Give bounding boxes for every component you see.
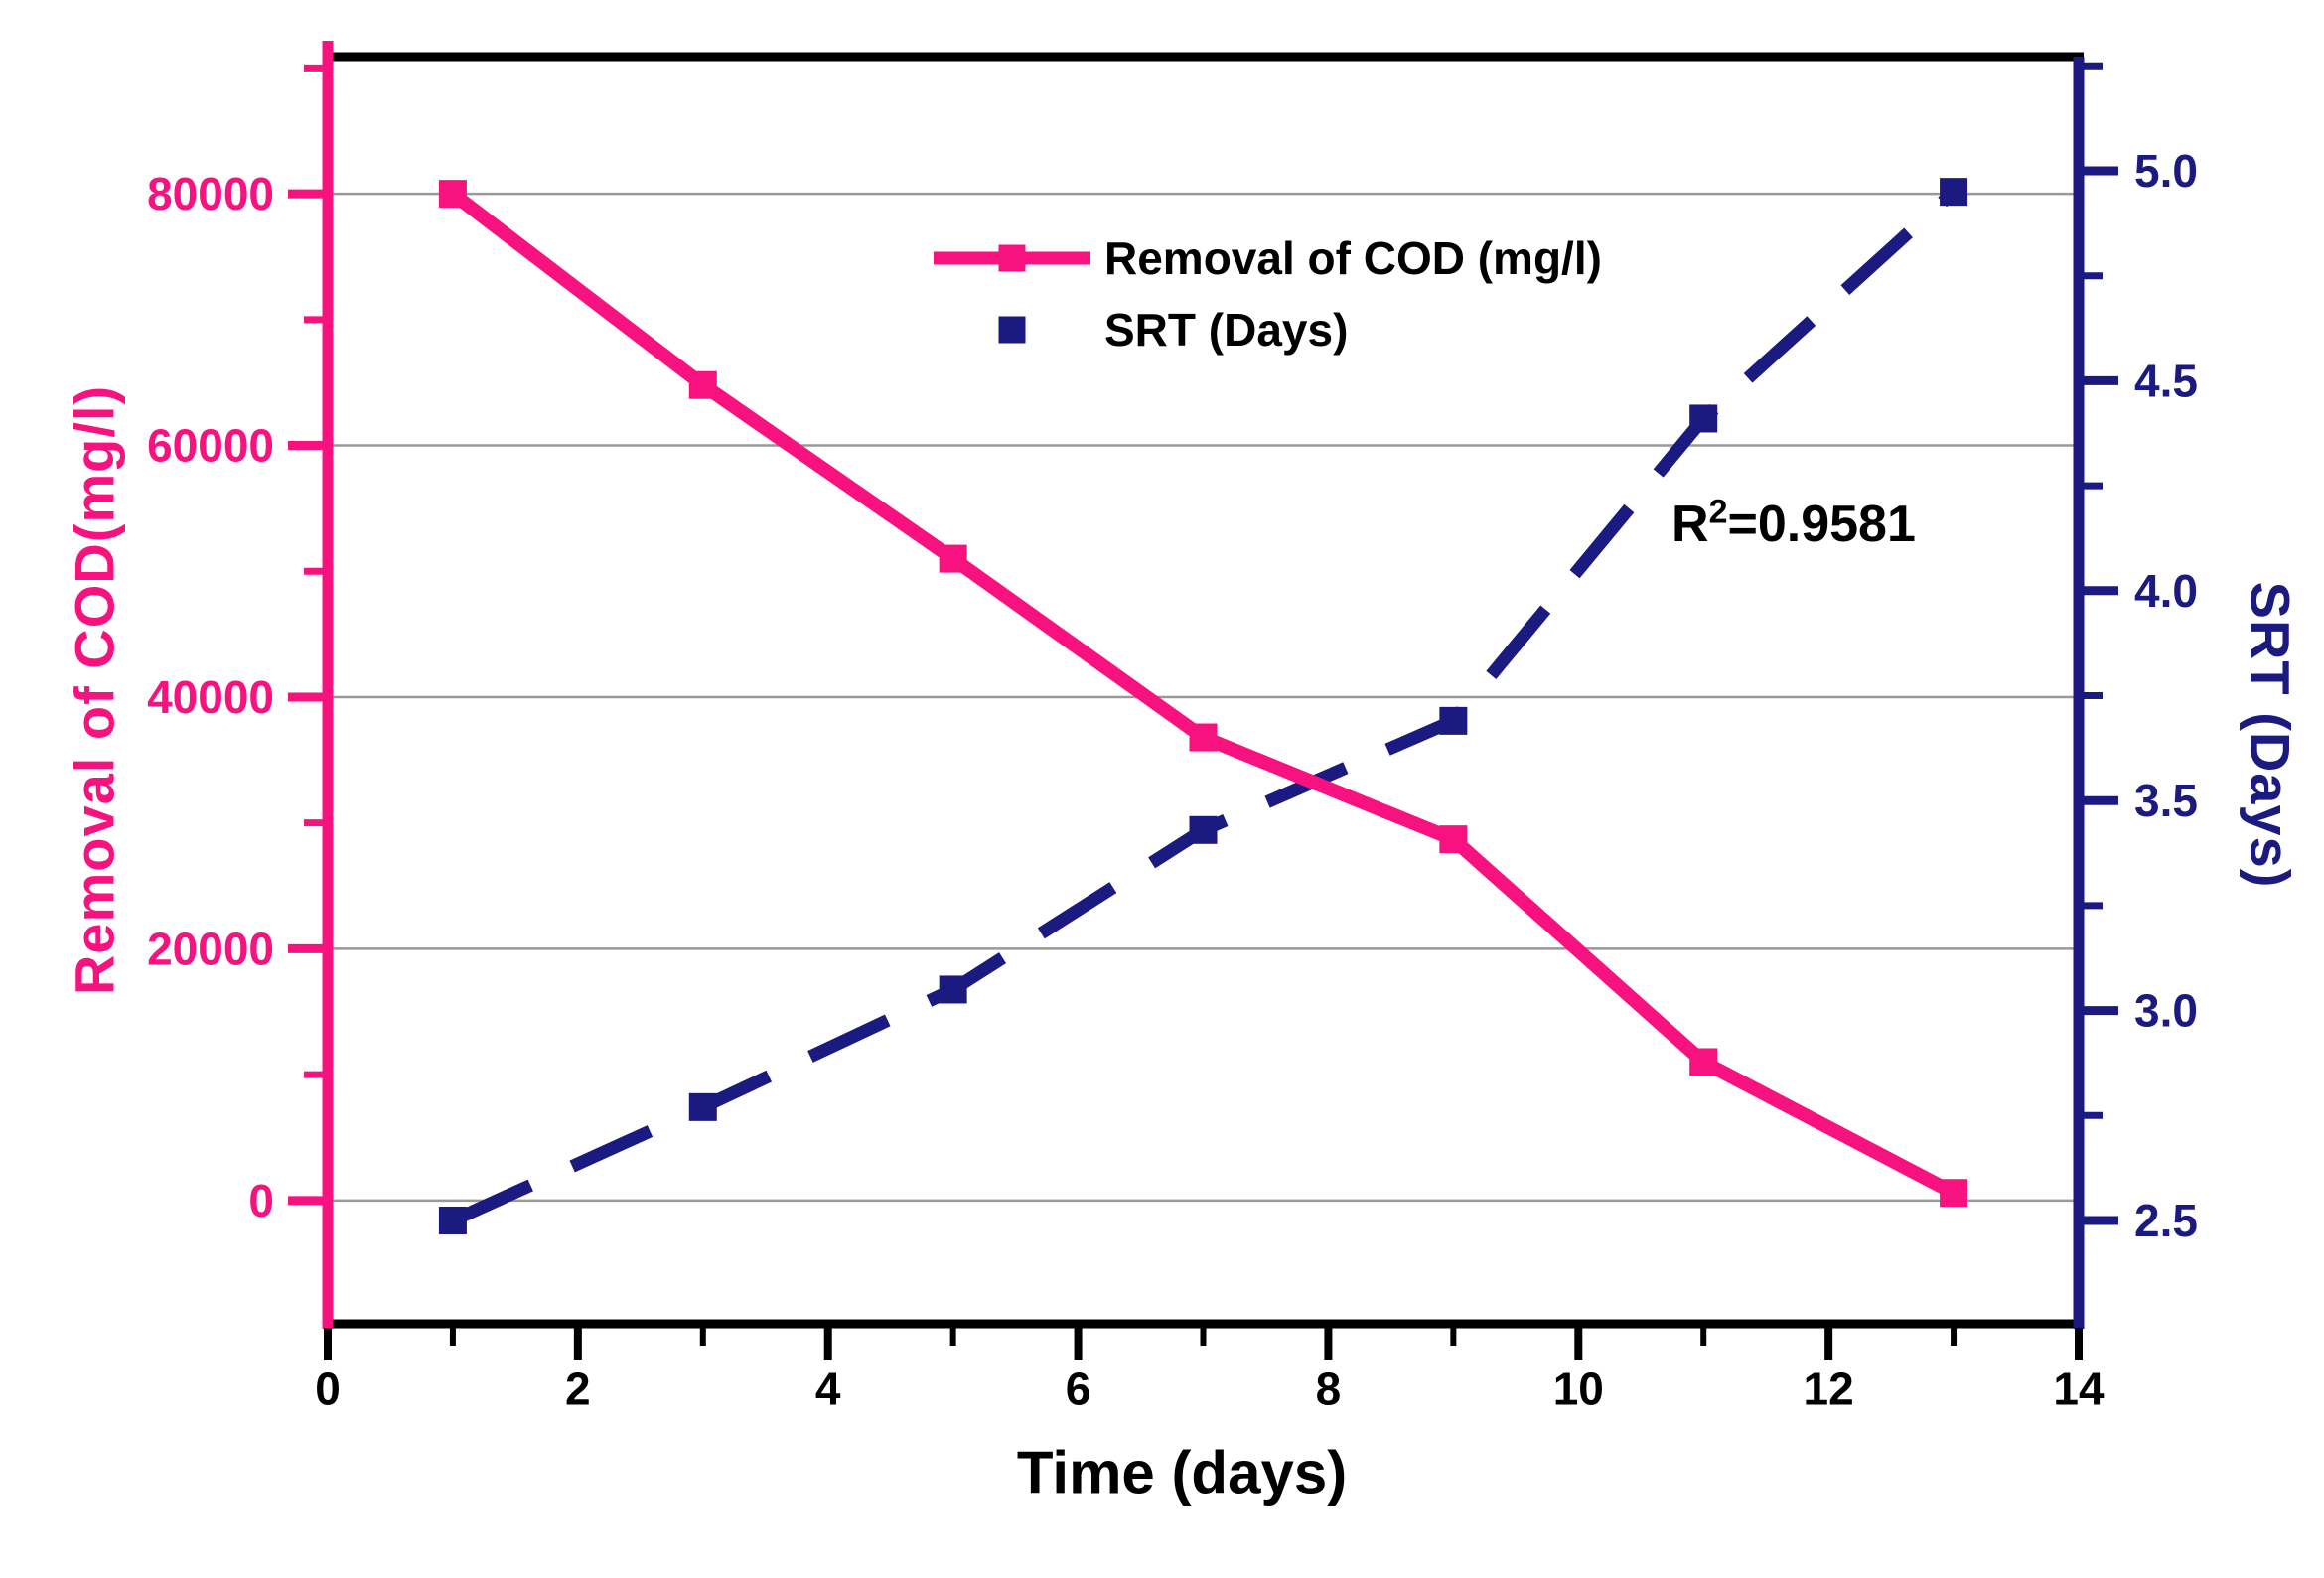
annotation-sup: 2 xyxy=(1708,493,1728,531)
left-axis-tick-label: 20000 xyxy=(147,923,274,974)
srt-data-point xyxy=(939,975,967,1004)
left-axis-tick-label: 60000 xyxy=(147,420,274,472)
legend-item-cod: Removal of COD (mg/l) xyxy=(934,230,1602,286)
cod-data-point xyxy=(939,544,967,573)
x-axis-tick-label: 6 xyxy=(1066,1363,1091,1415)
right-axis-tick-label: 5.0 xyxy=(2134,145,2198,197)
right-axis-tick-label: 4.5 xyxy=(2134,355,2198,406)
left-axis-tick-label: 80000 xyxy=(147,168,274,219)
left-axis-tick-label: 40000 xyxy=(147,671,274,723)
cod-legend-swatch xyxy=(934,230,1090,286)
left-axis-tick-label: 0 xyxy=(248,1175,274,1226)
x-axis-tick-label: 14 xyxy=(2053,1363,2105,1415)
x-axis-tick-label: 12 xyxy=(1804,1363,1854,1415)
cod-legend-label: Removal of COD (mg/l) xyxy=(1104,232,1602,284)
srt-legend-swatch xyxy=(934,302,1090,358)
right-axis-tick-label: 3.5 xyxy=(2134,775,2198,826)
srt-data-point xyxy=(438,1206,467,1234)
x-axis-title: Time (days) xyxy=(1016,1439,1348,1506)
x-axis-tick-label: 8 xyxy=(1316,1363,1342,1415)
legend-item-srt: SRT (Days) xyxy=(934,302,1602,358)
left-axis-title: Removal of COD(mg/l) xyxy=(63,384,126,996)
cod-data-point xyxy=(1439,825,1468,854)
srt-legend-marker-icon xyxy=(998,316,1026,344)
srt-data-point xyxy=(1689,404,1718,433)
srt-data-point xyxy=(1439,706,1468,735)
legend: Removal of COD (mg/l) SRT (Days) xyxy=(934,230,1602,373)
right-axis-tick-label: 3.0 xyxy=(2134,985,2198,1037)
right-axis-tick-label: 2.5 xyxy=(2134,1195,2198,1246)
srt-legend-label: SRT (Days) xyxy=(1104,304,1349,356)
cod-data-point xyxy=(1940,1179,1968,1208)
cod-data-point xyxy=(1189,723,1218,752)
srt-data-point xyxy=(1940,178,1968,207)
right-axis-title: SRT (Days) xyxy=(2239,581,2302,889)
right-axis-tick-label: 4.0 xyxy=(2134,565,2198,617)
x-axis-tick-label: 4 xyxy=(815,1363,841,1415)
cod-data-point xyxy=(438,180,467,209)
x-axis-tick-label: 0 xyxy=(315,1363,341,1415)
srt-data-point xyxy=(688,1092,717,1121)
x-axis-tick-label: 10 xyxy=(1553,1363,1604,1415)
cod-data-point xyxy=(1689,1048,1718,1076)
annotation-rest: =0.9581 xyxy=(1727,496,1916,553)
x-axis-tick-label: 2 xyxy=(565,1363,591,1415)
annotation-base: R xyxy=(1671,496,1709,553)
r-squared-annotation: R2=0.9581 xyxy=(1671,495,1916,554)
srt-data-point xyxy=(1189,815,1218,844)
cod-legend-marker-icon xyxy=(998,244,1026,272)
cod-data-point xyxy=(688,370,717,399)
